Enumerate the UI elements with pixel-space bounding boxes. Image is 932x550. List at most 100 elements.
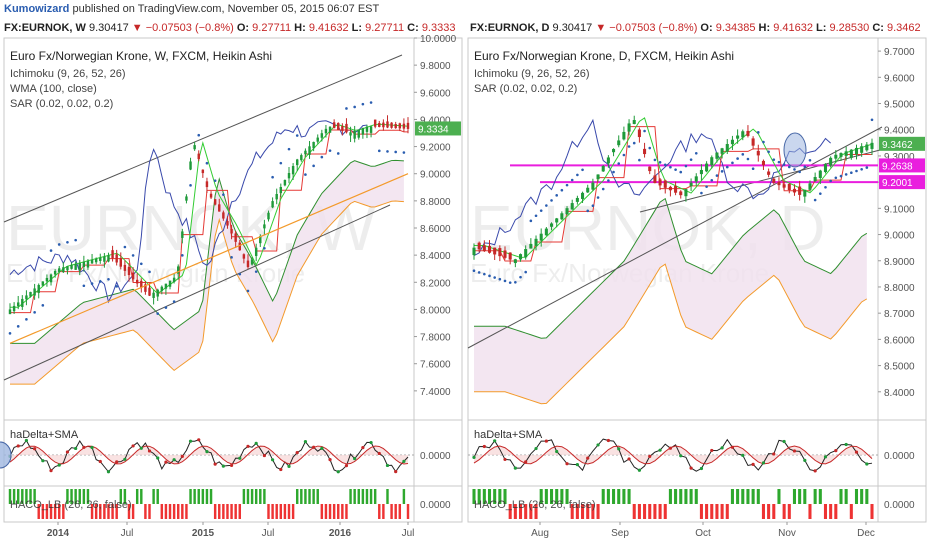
- haco-bar-down: [638, 504, 641, 519]
- osc-dot: [328, 458, 331, 461]
- candle-body: [705, 164, 708, 172]
- candle-body: [38, 285, 40, 293]
- ohlc-value: 9.34385: [716, 22, 756, 34]
- haco-bar-down: [870, 504, 873, 519]
- haco-bar-down: [783, 504, 786, 519]
- osc-dot: [164, 461, 167, 464]
- sar-dot: [181, 254, 184, 257]
- haco-bar-down: [144, 504, 146, 519]
- sar-dot: [247, 290, 250, 293]
- candle-body: [83, 262, 85, 267]
- osc-dot: [123, 458, 126, 461]
- sar-dot: [736, 157, 739, 160]
- symbol-name: FX:EURNOK, W: [4, 22, 87, 34]
- haco-bar-up: [736, 489, 739, 504]
- haco-bar-down: [597, 504, 600, 519]
- y-tick-label: 9.6000: [884, 73, 915, 84]
- sar-dot: [783, 163, 786, 166]
- haco-bar-up: [317, 489, 319, 504]
- haco-bar-down: [214, 504, 216, 519]
- osc-dot: [17, 444, 20, 447]
- candle-body: [845, 151, 848, 156]
- last-price-label: 9.3334: [418, 124, 449, 135]
- candle-body: [700, 170, 703, 174]
- sar-dot: [659, 161, 662, 164]
- osc-dot: [617, 447, 620, 450]
- candle-body: [829, 158, 832, 166]
- change-value: ▼ −0.07503 (−0.8%): [595, 22, 697, 34]
- haco-bar-down: [710, 504, 713, 519]
- sar-dot: [860, 168, 863, 171]
- candle-body: [839, 153, 842, 157]
- candle-body: [312, 142, 314, 148]
- haco-tick: 0.0000: [884, 500, 915, 511]
- sar-dot: [597, 196, 600, 199]
- haco-bar-up: [202, 489, 204, 504]
- osc-dot: [638, 469, 641, 472]
- osc-dot: [803, 459, 806, 462]
- sar-dot: [855, 170, 858, 173]
- candle-body: [803, 190, 806, 197]
- sar-dot: [58, 243, 61, 246]
- osc-dot: [353, 457, 356, 460]
- candle-body: [534, 239, 537, 246]
- sar-dot: [840, 175, 843, 178]
- candle-body: [403, 124, 405, 129]
- haco-bar-down: [325, 504, 327, 519]
- candle-body: [206, 181, 208, 187]
- osc-dot: [279, 468, 282, 471]
- candle-body: [214, 199, 216, 204]
- candle-body: [202, 170, 204, 173]
- candle-body: [659, 179, 662, 185]
- sar-dot: [866, 166, 869, 169]
- candle-body: [669, 187, 672, 190]
- sar-dot: [669, 166, 672, 169]
- ohlc-label: L:: [352, 22, 362, 34]
- sar-dot: [370, 101, 373, 104]
- candle-body: [21, 299, 23, 307]
- sar-dot: [638, 159, 641, 162]
- osc-dot: [378, 452, 381, 455]
- haco-bar-down: [333, 504, 335, 519]
- haco-bar-down: [321, 504, 323, 519]
- sar-dot: [664, 163, 667, 166]
- y-tick-label: 8.4000: [884, 388, 915, 399]
- haco-bar-up: [358, 489, 360, 504]
- candle-body: [860, 146, 863, 153]
- osc-dot: [197, 438, 200, 441]
- x-tick-label: Sep: [611, 528, 629, 539]
- sar-dot: [156, 312, 159, 315]
- haco-bar-down: [284, 504, 286, 519]
- haco-bar-down: [653, 504, 656, 519]
- candle-body: [814, 177, 817, 181]
- osc-dot: [255, 442, 258, 445]
- candle-body: [13, 306, 15, 311]
- candle-body: [560, 213, 563, 219]
- sar-dot: [571, 179, 574, 182]
- sar-dot: [835, 177, 838, 180]
- sar-dot: [540, 209, 543, 212]
- candle-body: [576, 198, 579, 202]
- haco-bar-down: [177, 504, 179, 519]
- sar-dot: [483, 273, 486, 276]
- haco-bar-down: [824, 504, 827, 519]
- change-value: ▼ −0.07503 (−0.8%): [132, 22, 234, 34]
- candle-body: [74, 264, 76, 270]
- candle-body: [695, 176, 698, 181]
- sar-dot: [628, 145, 631, 148]
- sar-dot: [731, 162, 734, 165]
- y-tick-label: 9.6000: [420, 88, 451, 99]
- sar-dot: [83, 284, 86, 287]
- sar-dot: [586, 210, 589, 213]
- osc-dot: [74, 447, 77, 450]
- sar-dot: [814, 199, 817, 202]
- candle-body: [653, 176, 656, 183]
- osc-dot: [320, 447, 323, 450]
- candle-body: [378, 123, 380, 127]
- haco-bar-down: [280, 504, 282, 519]
- sar-dot: [478, 271, 481, 274]
- sar-dot: [473, 269, 476, 272]
- candle-body: [17, 302, 19, 306]
- haco-bar-up: [865, 489, 868, 504]
